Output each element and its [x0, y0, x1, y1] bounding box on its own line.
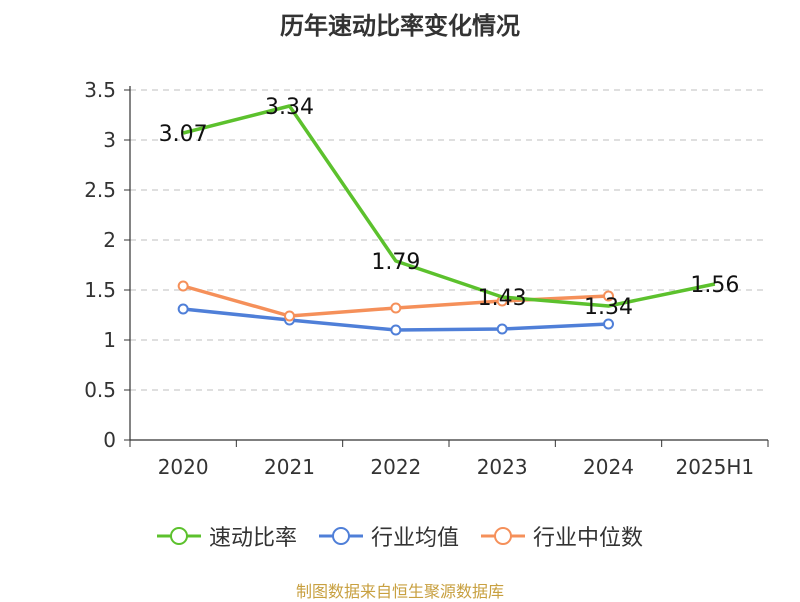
series-2-point-4	[603, 290, 614, 302]
series-1-point-4	[603, 318, 614, 330]
data-label-5: 1.56	[690, 273, 739, 298]
y-tick-label-1: 0.5	[84, 378, 116, 402]
legend-marker-industry-mean	[318, 527, 363, 545]
data-label-0: 3.07	[159, 122, 208, 147]
y-tick-label-2: 1	[103, 328, 116, 352]
legend-label-quick-ratio: 速动比率	[208, 526, 297, 551]
series-2-point-0	[177, 280, 189, 292]
data-label-4: 1.34	[584, 295, 633, 320]
y-tick-label-4: 2	[103, 228, 116, 252]
y-tick-label-3: 1.5	[84, 278, 116, 302]
series-2-point-1	[284, 310, 295, 322]
series-1-point-3	[496, 323, 508, 335]
x-tick-label-2021: 2021	[264, 455, 315, 479]
data-source-note: 制图数据来自恒生聚源数据库	[295, 582, 504, 601]
legend-item-industry-median[interactable]: 行业中位数	[481, 520, 643, 552]
y-tick-label-6: 3	[103, 128, 116, 152]
legend-label-industry-median: 行业中位数	[533, 526, 644, 551]
x-tick-label-2020: 2020	[158, 455, 209, 479]
legend: 速动比率 行业均值 行业中位数	[0, 520, 800, 552]
legend-label-industry-mean: 行业均值	[370, 526, 459, 551]
series-1-point-0	[177, 303, 189, 315]
data-label-2: 1.79	[371, 250, 420, 275]
series-1-point-2	[390, 324, 402, 336]
legend-item-quick-ratio[interactable]: 速动比率	[156, 520, 297, 552]
y-tick-label-7: 3.5	[84, 78, 116, 102]
chart-title: 历年速动比率变化情况	[280, 12, 520, 40]
data-label-1: 3.34	[265, 95, 314, 120]
series-2-point-2	[390, 302, 402, 314]
legend-marker-quick-ratio	[156, 527, 201, 545]
x-tick-label-2023: 2023	[477, 455, 528, 479]
legend-item-industry-mean[interactable]: 行业均值	[318, 520, 459, 552]
x-tick-label-2022: 2022	[370, 455, 421, 479]
legend-marker-industry-median	[481, 527, 525, 545]
y-tick-label-0: 0	[103, 428, 116, 452]
series-line-0	[182, 104, 716, 308]
x-tick-label-2024: 2024	[583, 455, 634, 479]
x-tick-label-2025H1: 2025H1	[675, 455, 754, 479]
data-label-3: 1.43	[478, 286, 527, 311]
y-tick-label-5: 2.5	[84, 178, 116, 202]
